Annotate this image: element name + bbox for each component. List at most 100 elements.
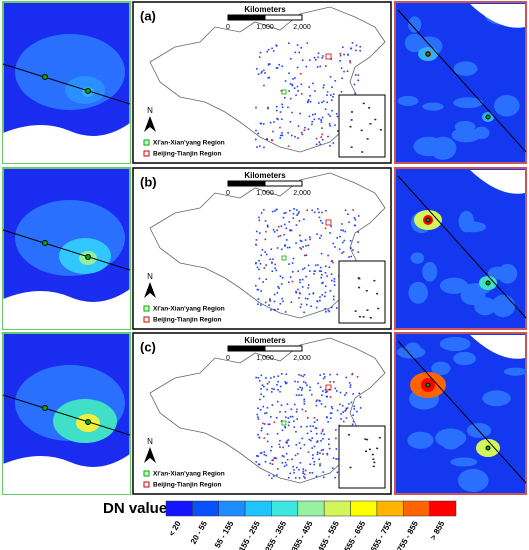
light-dot	[297, 137, 299, 139]
light-dot	[291, 111, 293, 114]
light-dot	[264, 251, 266, 253]
light-dot	[335, 448, 338, 450]
island	[362, 316, 365, 318]
light-dot	[350, 47, 352, 50]
light-dot	[358, 392, 361, 395]
island	[350, 119, 353, 121]
light-dot	[338, 248, 341, 251]
light-dot	[313, 417, 316, 419]
light-dot	[285, 441, 288, 444]
light-dot	[283, 233, 285, 236]
light-dot	[285, 212, 287, 214]
light-dot	[285, 373, 288, 376]
light-dot	[329, 290, 332, 292]
light-dot	[304, 297, 307, 300]
light-dot	[354, 74, 357, 76]
light-dot	[297, 288, 299, 291]
light-dot	[300, 46, 303, 49]
light-dot	[299, 386, 301, 389]
light-dot	[275, 417, 278, 419]
island	[371, 453, 374, 456]
light-dot	[314, 58, 317, 61]
light-dot	[255, 284, 257, 287]
light-dot	[272, 50, 275, 52]
light-dot	[279, 446, 281, 448]
profile-line	[2, 394, 131, 436]
light-dot	[324, 108, 327, 111]
light-dot	[303, 254, 306, 257]
light-dot	[311, 472, 314, 474]
light-dot	[320, 136, 323, 138]
light-dot	[328, 310, 331, 313]
island	[361, 151, 364, 153]
light-dot	[303, 129, 306, 132]
legend-class-label: > 855	[428, 519, 446, 542]
light-dot	[262, 405, 265, 408]
legend-class-label: 255 - 355	[263, 519, 288, 550]
light-dot	[284, 244, 286, 246]
light-dot	[332, 93, 335, 95]
light-dot	[332, 380, 335, 383]
light-dot	[315, 400, 318, 403]
light-dot	[345, 408, 347, 411]
light-dot	[316, 453, 319, 456]
light-dot	[299, 112, 301, 115]
island	[376, 447, 379, 450]
light-dot	[351, 373, 354, 375]
light-dot	[324, 285, 327, 287]
light-dot	[322, 100, 325, 102]
light-dot	[323, 84, 325, 87]
light-dot	[302, 381, 305, 383]
island	[379, 129, 382, 131]
xian-box	[281, 255, 287, 261]
light-dot	[274, 457, 276, 459]
light-dot	[306, 42, 308, 44]
light-dot	[267, 107, 269, 110]
light-blob	[457, 468, 489, 493]
light-dot	[310, 393, 313, 396]
light-dot	[302, 268, 304, 271]
light-dot	[279, 137, 282, 139]
light-dot	[303, 398, 306, 401]
light-dot	[332, 295, 335, 298]
light-dot	[298, 442, 301, 444]
site-point	[85, 419, 91, 425]
light-dot	[281, 103, 283, 106]
light-dot	[286, 403, 289, 405]
light-dot	[281, 276, 284, 279]
light-dot	[268, 381, 270, 383]
light-dot	[281, 106, 284, 109]
light-dot	[293, 87, 296, 89]
light-dot	[321, 116, 324, 119]
light-dot	[266, 50, 268, 53]
light-dot	[344, 410, 346, 412]
light-dot	[355, 44, 358, 47]
light-dot	[288, 246, 291, 249]
light-dot	[314, 270, 316, 272]
light-dot	[357, 251, 360, 253]
light-dot	[257, 418, 260, 420]
light-dot	[322, 428, 324, 431]
panel-label: (a)	[140, 8, 156, 23]
light-dot	[336, 237, 339, 239]
light-blob	[450, 457, 478, 467]
light-dot	[319, 296, 321, 298]
china-outline	[149, 337, 386, 484]
light-blob	[453, 61, 478, 76]
light-dot	[346, 70, 349, 73]
light-dot	[292, 212, 295, 215]
light-dot	[296, 85, 299, 88]
legend-class-swatch	[165, 500, 193, 517]
light-dot	[330, 225, 333, 228]
light-dot	[308, 293, 311, 296]
north-arrow	[144, 282, 156, 298]
legend-class-swatch	[376, 500, 404, 517]
legend-class-label: 755 - 855	[395, 519, 420, 550]
site-point	[85, 254, 91, 260]
light-dot	[321, 390, 324, 392]
light-dot	[309, 425, 312, 427]
light-dot	[318, 458, 320, 461]
legend-class-label: 20 - 55	[189, 519, 210, 546]
legend-class-swatch	[429, 500, 457, 517]
site-point	[425, 51, 431, 57]
